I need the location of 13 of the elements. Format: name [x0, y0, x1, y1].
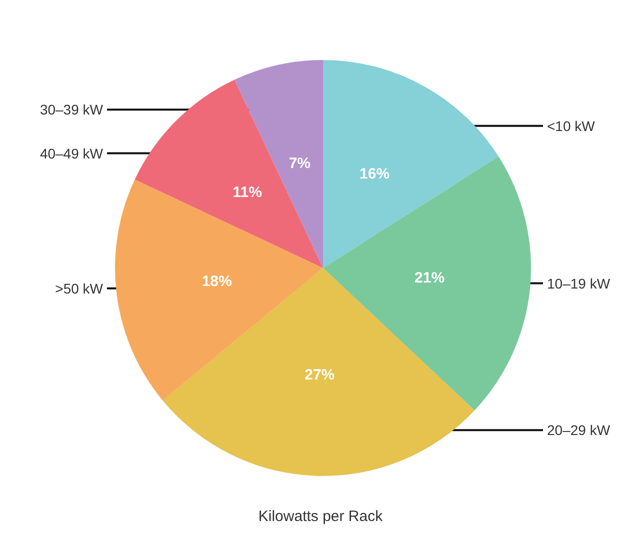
slice-label: 30–39 kW — [40, 102, 104, 118]
slice-label: <10 kW — [547, 118, 596, 134]
data-label: 18% — [202, 272, 232, 290]
data-label: 7% — [288, 155, 310, 172]
slice-label: 20–29 kW — [547, 422, 611, 438]
data-label: 27% — [304, 366, 335, 384]
text: Kilowatts per Rack — [258, 508, 384, 525]
data-label: 21% — [414, 270, 445, 287]
data-label: 16% — [360, 166, 390, 183]
slice-label: >50 kW — [55, 280, 104, 296]
slice-label: 10–19 kW — [547, 275, 611, 292]
slice-label: 40–49 kW — [40, 145, 104, 162]
data-label: 11% — [232, 184, 262, 201]
